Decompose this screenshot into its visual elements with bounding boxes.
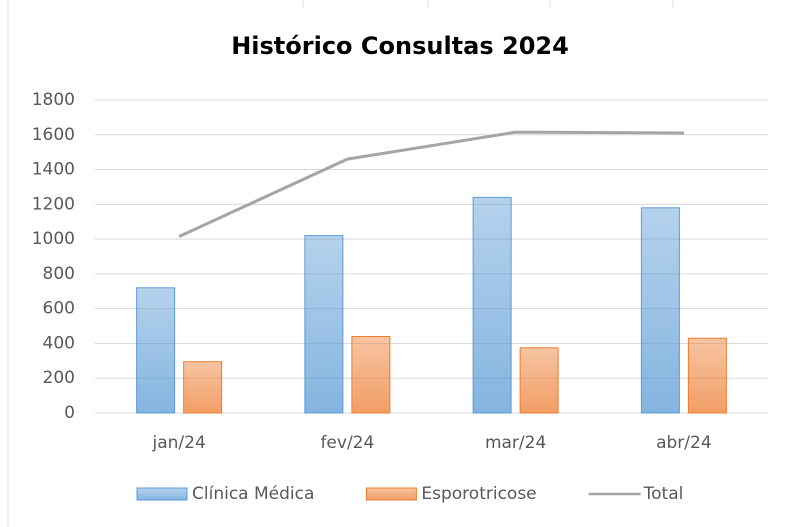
y-tick-label: 800 xyxy=(43,264,75,284)
y-tick-label: 600 xyxy=(43,299,75,319)
y-tick-label: 1000 xyxy=(32,229,75,249)
bar xyxy=(640,207,680,414)
legend-swatch xyxy=(365,487,417,501)
bar xyxy=(183,361,223,414)
bar xyxy=(136,287,176,414)
legend-label: Clínica Médica xyxy=(192,484,314,504)
bar xyxy=(687,337,727,414)
line xyxy=(178,130,684,238)
bar xyxy=(472,196,512,414)
y-tick-label: 1600 xyxy=(32,125,75,145)
x-tick-label: abr/24 xyxy=(656,433,712,453)
legend-label: Esporotricose xyxy=(421,484,536,504)
legend-label: Total xyxy=(643,484,684,504)
y-tick-label: 200 xyxy=(43,368,75,388)
x-tick-label: fev/24 xyxy=(320,433,374,453)
bar xyxy=(519,347,559,414)
bar xyxy=(304,235,344,414)
y-tick-label: 1200 xyxy=(32,194,75,214)
y-tick-label: 1400 xyxy=(32,160,75,180)
x-tick-label: jan/24 xyxy=(151,433,205,453)
y-tick-label: 1800 xyxy=(32,90,75,110)
chart-title: Histórico Consultas 2024 xyxy=(231,32,569,60)
y-tick-label: 400 xyxy=(43,333,75,353)
legend-swatch xyxy=(136,487,188,501)
bar xyxy=(351,335,391,414)
x-tick-label: mar/24 xyxy=(485,433,546,453)
y-tick-label: 0 xyxy=(64,403,75,423)
